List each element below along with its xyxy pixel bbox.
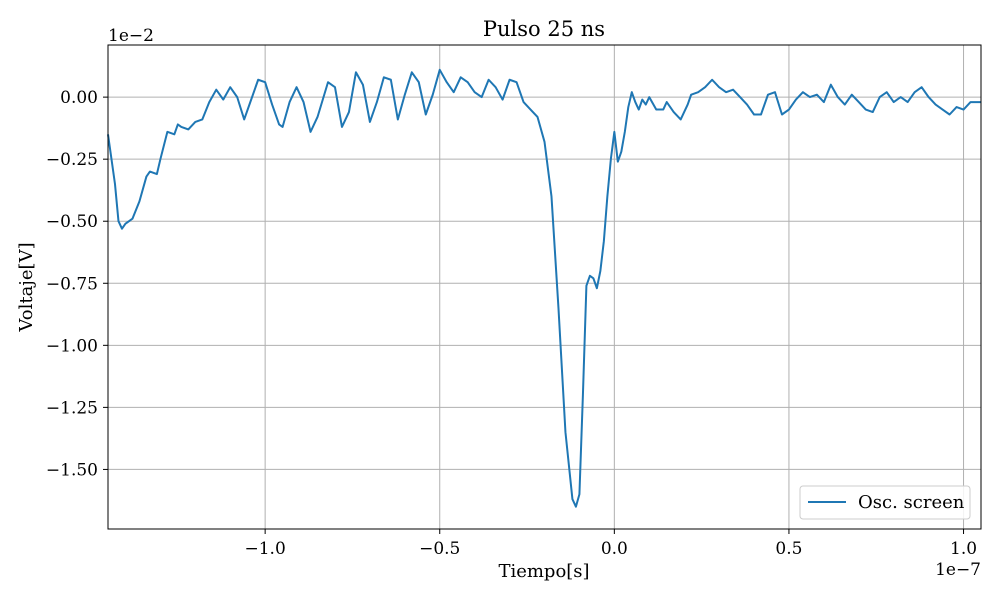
y-offset-label: 1e−2 bbox=[108, 26, 154, 46]
x-tick-label: −0.5 bbox=[419, 539, 460, 559]
plot-frame bbox=[107, 44, 982, 530]
x-axis-label: Tiempo[s] bbox=[498, 561, 589, 582]
ticks: −1.0 −0.5 0.0 0.5 1.0 0.00 −0.25 −0.50 −0.75 −1.0… bbox=[46, 88, 977, 559]
x-tick-label: 0.0 bbox=[601, 539, 628, 559]
y-tick-label: −1.25 bbox=[46, 398, 98, 418]
legend-box bbox=[799, 485, 971, 520]
y-axis-label: Voltaje[V] bbox=[16, 242, 37, 332]
y-tick-label: −1.50 bbox=[46, 460, 98, 480]
x-offset-label: 1e−7 bbox=[935, 560, 981, 580]
legend: Osc. screen bbox=[799, 485, 971, 520]
series-line-0 bbox=[107, 68, 981, 508]
x-tick-label: −1.0 bbox=[244, 539, 285, 559]
y-tick-label: −1.00 bbox=[46, 336, 98, 356]
y-tick-label: −0.75 bbox=[46, 274, 98, 294]
y-tick-label: 0.00 bbox=[60, 88, 98, 108]
y-tick-label: −0.25 bbox=[46, 150, 98, 170]
series-layer bbox=[107, 68, 981, 508]
x-tick-label: 0.5 bbox=[775, 539, 802, 559]
grid bbox=[108, 45, 981, 529]
y-tick-label: −0.50 bbox=[46, 212, 98, 232]
x-tick-label: 1.0 bbox=[950, 539, 977, 559]
chart-title: Pulso 25 ns bbox=[483, 17, 605, 41]
legend-label: Osc. screen bbox=[858, 492, 965, 513]
